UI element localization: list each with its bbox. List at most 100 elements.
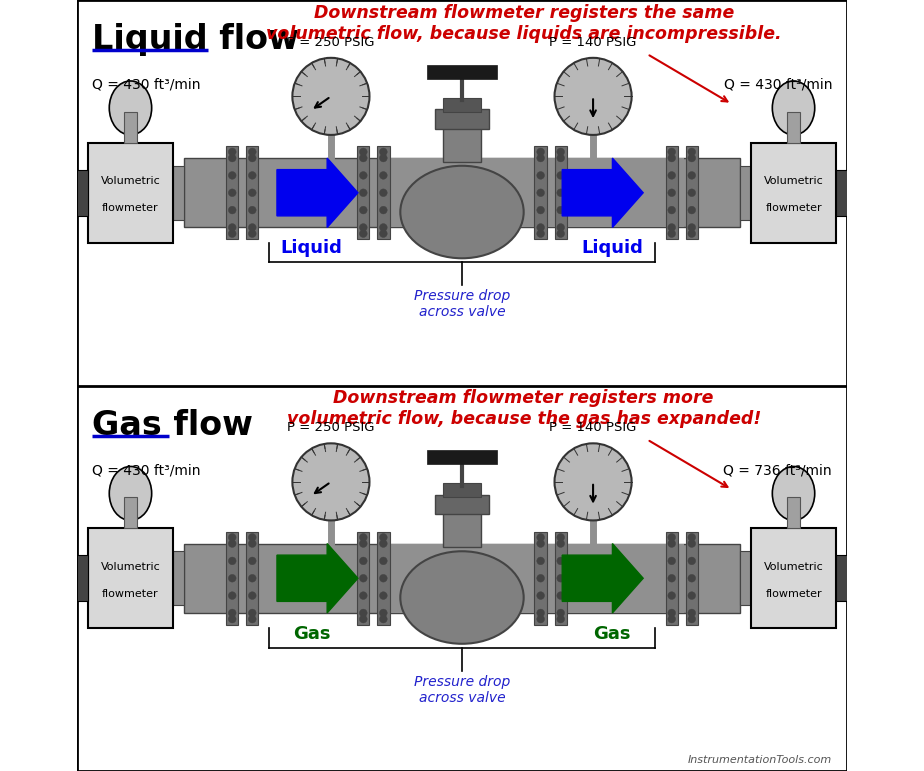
Circle shape	[537, 224, 544, 231]
Text: Volumetric: Volumetric	[101, 562, 161, 571]
Ellipse shape	[772, 466, 815, 520]
Ellipse shape	[400, 551, 524, 644]
Circle shape	[668, 172, 675, 180]
Circle shape	[228, 206, 237, 214]
Bar	[686, 146, 698, 239]
Circle shape	[249, 540, 256, 547]
Circle shape	[537, 540, 544, 547]
Text: Downstream flowmeter registers the same
volumetric flow, because liquids are inc: Downstream flowmeter registers the same …	[266, 4, 782, 42]
Circle shape	[668, 224, 675, 231]
Bar	[377, 532, 390, 625]
Circle shape	[557, 540, 565, 547]
Ellipse shape	[109, 81, 152, 135]
Circle shape	[359, 557, 367, 564]
Bar	[751, 143, 836, 243]
Bar	[185, 544, 739, 613]
Bar	[358, 532, 370, 625]
Circle shape	[249, 557, 256, 564]
Circle shape	[537, 172, 544, 180]
Circle shape	[554, 443, 632, 520]
Bar	[665, 532, 678, 625]
Circle shape	[687, 574, 696, 582]
FancyArrow shape	[277, 158, 358, 227]
Text: Q = 430 ft³/min: Q = 430 ft³/min	[91, 78, 201, 92]
Circle shape	[228, 609, 237, 617]
Text: P = 250 PSIG: P = 250 PSIG	[287, 35, 374, 49]
Circle shape	[249, 189, 256, 197]
Circle shape	[249, 592, 256, 600]
Circle shape	[687, 534, 696, 541]
Circle shape	[249, 609, 256, 617]
Circle shape	[537, 154, 544, 162]
Bar	[665, 146, 678, 239]
Bar	[173, 551, 185, 605]
Circle shape	[668, 148, 675, 156]
Circle shape	[359, 172, 367, 180]
Circle shape	[557, 206, 565, 214]
Text: Volumetric: Volumetric	[763, 562, 823, 571]
Circle shape	[687, 172, 696, 180]
Circle shape	[537, 534, 544, 541]
Bar	[88, 143, 173, 243]
Circle shape	[380, 224, 387, 231]
Bar	[226, 532, 238, 625]
Bar	[226, 146, 238, 239]
Text: P = 250 PSIG: P = 250 PSIG	[287, 421, 374, 434]
Circle shape	[359, 230, 367, 237]
Text: flowmeter: flowmeter	[765, 204, 821, 213]
Circle shape	[249, 206, 256, 214]
Circle shape	[668, 206, 675, 214]
Circle shape	[359, 534, 367, 541]
Bar	[427, 65, 497, 79]
Bar	[739, 551, 751, 605]
Circle shape	[380, 534, 387, 541]
Circle shape	[228, 154, 237, 162]
Bar	[387, 544, 684, 613]
Circle shape	[687, 540, 696, 547]
Text: Volumetric: Volumetric	[763, 177, 823, 186]
Circle shape	[380, 540, 387, 547]
Bar	[751, 528, 836, 628]
Bar	[185, 158, 739, 227]
Text: flowmeter: flowmeter	[103, 204, 159, 213]
Bar	[77, 170, 88, 216]
Circle shape	[668, 592, 675, 600]
Circle shape	[228, 224, 237, 231]
Circle shape	[537, 557, 544, 564]
Circle shape	[380, 230, 387, 237]
Circle shape	[687, 206, 696, 214]
Circle shape	[557, 609, 565, 617]
Circle shape	[687, 148, 696, 156]
Bar	[554, 146, 566, 239]
Circle shape	[537, 189, 544, 197]
Circle shape	[557, 189, 565, 197]
Bar	[389, 544, 535, 613]
Circle shape	[249, 154, 256, 162]
Circle shape	[380, 557, 387, 564]
Circle shape	[668, 230, 675, 237]
Circle shape	[249, 148, 256, 156]
Bar	[534, 146, 547, 239]
Bar	[836, 170, 847, 216]
Circle shape	[687, 154, 696, 162]
Circle shape	[668, 154, 675, 162]
Circle shape	[687, 615, 696, 623]
Text: InstrumentationTools.com: InstrumentationTools.com	[687, 755, 833, 765]
Circle shape	[228, 534, 237, 541]
Circle shape	[359, 592, 367, 600]
Circle shape	[228, 574, 237, 582]
Circle shape	[537, 148, 544, 156]
Circle shape	[687, 230, 696, 237]
Bar	[246, 532, 259, 625]
Bar	[435, 109, 489, 129]
Circle shape	[359, 574, 367, 582]
Circle shape	[359, 189, 367, 197]
Bar	[443, 123, 481, 162]
Bar	[739, 166, 751, 220]
Circle shape	[380, 154, 387, 162]
Circle shape	[228, 172, 237, 180]
Text: Liquid: Liquid	[281, 239, 343, 257]
Circle shape	[687, 557, 696, 564]
Circle shape	[292, 443, 370, 520]
Circle shape	[249, 172, 256, 180]
